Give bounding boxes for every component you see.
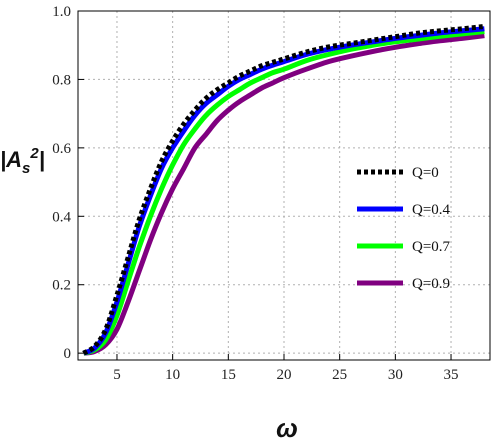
x-axis-title: ω <box>276 413 298 443</box>
y-tick-label: 0 <box>64 346 72 362</box>
y-tick-label: 0.4 <box>52 209 71 225</box>
y-tick-label: 1.0 <box>52 4 71 20</box>
series-line-q-0 <box>82 23 485 356</box>
series-line-q-0-9 <box>83 33 485 356</box>
series-line-q-0-7 <box>82 29 485 356</box>
legend-label: Q=0.9 <box>412 276 450 292</box>
y-tick-label: 0.8 <box>52 72 71 88</box>
x-tick-label: 20 <box>277 367 292 383</box>
x-tick-label: 15 <box>221 367 236 383</box>
y-axis-title-main: |A <box>0 147 22 172</box>
y-tick-label: 0.6 <box>52 141 71 157</box>
x-tick-label: 30 <box>388 367 403 383</box>
y-axis-title-end: | <box>39 147 45 172</box>
y-tick-label: 0.2 <box>52 278 71 294</box>
legend-label: Q=0 <box>412 165 439 181</box>
legend-label: Q=0.7 <box>412 239 451 255</box>
legend: Q=0 Q=0.4 Q=0.7 Q=0.9 <box>357 165 451 292</box>
series-lines <box>82 23 485 356</box>
x-tick-label: 35 <box>444 367 459 383</box>
legend-label: Q=0.4 <box>412 202 451 218</box>
y-axis-title-superscript: 2 <box>29 145 39 162</box>
y-axis-title-subscript: s <box>22 160 30 177</box>
y-axis-title: |As2| <box>0 145 45 177</box>
x-tick-label: 5 <box>113 367 121 383</box>
axis-ticks: 5 10 15 20 25 30 35 0 0.2 0.4 0.6 0.8 1.0 <box>52 4 458 383</box>
x-tick-label: 25 <box>332 367 347 383</box>
x-tick-label: 10 <box>165 367 180 383</box>
